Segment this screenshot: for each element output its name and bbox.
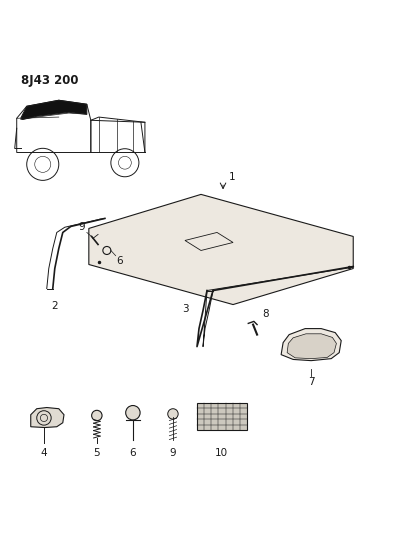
Text: 9: 9 <box>78 222 85 232</box>
Circle shape <box>167 409 178 419</box>
Text: 8J43 200: 8J43 200 <box>21 74 78 87</box>
Text: 6: 6 <box>129 448 136 457</box>
Text: 1: 1 <box>229 172 235 182</box>
Text: 8: 8 <box>261 309 268 319</box>
Text: 5: 5 <box>93 448 100 457</box>
Text: 6: 6 <box>116 256 122 266</box>
Text: 4: 4 <box>41 448 47 457</box>
Text: 2: 2 <box>51 301 58 311</box>
Text: 3: 3 <box>181 304 188 313</box>
Polygon shape <box>286 334 336 359</box>
Polygon shape <box>21 100 87 119</box>
Text: 9: 9 <box>169 448 176 457</box>
Circle shape <box>91 410 102 421</box>
Bar <box>196 403 247 430</box>
Circle shape <box>126 406 140 420</box>
Text: 10: 10 <box>215 448 228 457</box>
Polygon shape <box>89 195 352 304</box>
Text: 7: 7 <box>307 377 314 386</box>
Polygon shape <box>30 408 64 427</box>
Polygon shape <box>280 329 340 361</box>
